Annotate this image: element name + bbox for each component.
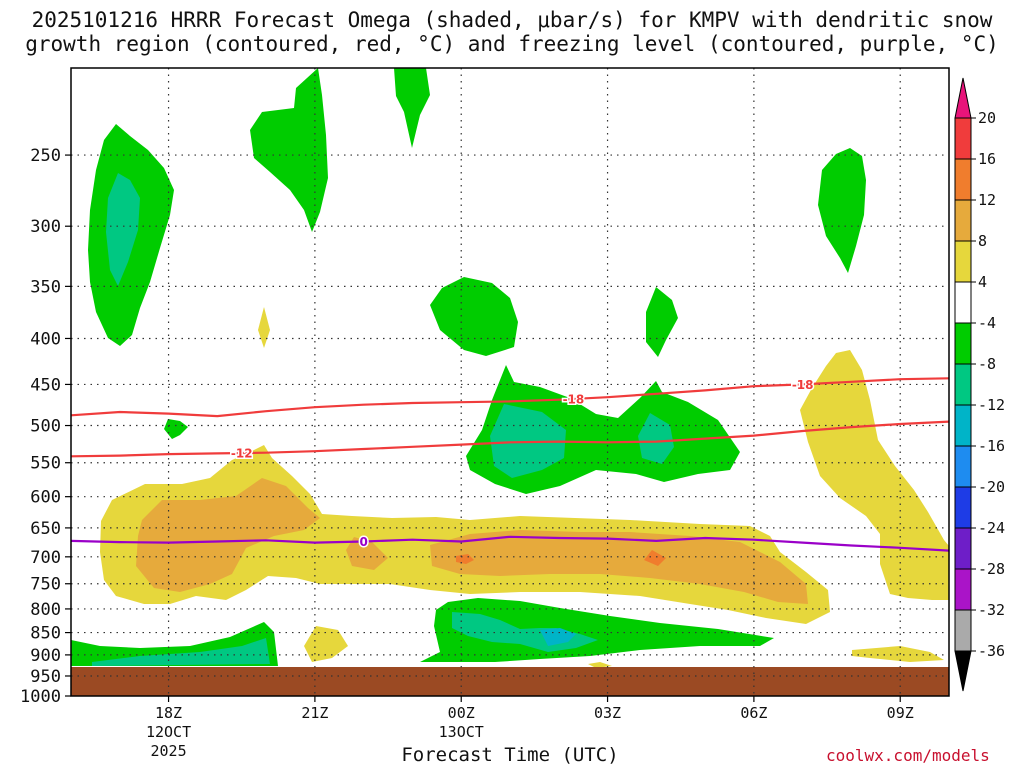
ytick-label-350: 350 (30, 277, 61, 297)
omega-yellow-03z-tiny (588, 662, 612, 668)
omega-darkorange-0430 (644, 550, 666, 566)
ytick-label-600: 600 (30, 488, 61, 508)
colorbar-label--8: -8 (978, 355, 996, 373)
ytick-label-950: 950 (30, 667, 61, 687)
contour-label--18-1: -18 (792, 378, 814, 392)
ytick-label-650: 650 (30, 519, 61, 539)
pressure-axis: 2503003504004505005506006507007508008509… (20, 146, 71, 707)
contour-lines: -18 -18 -12 0 (71, 376, 949, 552)
colorbar-label-12: 12 (978, 191, 996, 209)
colorbar-label--28: -28 (978, 560, 1005, 578)
chart-title-line-2: growth region (contoured, red, °C) and f… (25, 32, 999, 56)
xtick-label-03Z: 03Z (594, 704, 621, 722)
contour-label--12-0: -12 (231, 447, 253, 461)
colorbar-label--4: -4 (978, 314, 996, 332)
contour-dendritic--12 (71, 420, 949, 458)
xtick-label-06Z: 06Z (740, 704, 767, 722)
omega-green-0430-upper (646, 287, 678, 357)
ytick-label-450: 450 (30, 375, 61, 395)
colorbar-swatch-7 (954, 404, 972, 447)
xtick-date-18Z: 12OCT (146, 723, 191, 741)
omega-green-00z-upper (430, 277, 518, 356)
omega-green-18z-dot (164, 419, 188, 439)
colorbar-swatch-6 (954, 363, 972, 406)
omega-darkorange-2330 (456, 554, 474, 564)
colorbar-swatch-12 (954, 609, 972, 652)
colorbar-label-4: 4 (978, 273, 987, 291)
credit-link[interactable]: coolwx.com/models (826, 746, 990, 765)
chart-title-line-1: 2025101216 HRRR Forecast Omega (shaded, … (31, 8, 993, 32)
colorbar-swatch-8 (954, 445, 972, 488)
contour-label-0-0: 0 (359, 535, 367, 549)
ytick-label-550: 550 (30, 454, 61, 474)
ytick-label-400: 400 (30, 329, 61, 349)
contour-dendritic--18 (71, 377, 949, 418)
colorbar-swatch-9 (954, 486, 972, 529)
colorbar-label--24: -24 (978, 519, 1005, 537)
ytick-label-1000: 1000 (20, 687, 61, 707)
xtick-label-18Z: 18Z (155, 704, 182, 722)
plot-frame (70, 67, 950, 697)
colorbar-label-20: 20 (978, 109, 996, 127)
colorbar-swatch-0 (954, 117, 972, 160)
gridlines (71, 68, 949, 696)
colorbar-label-16: 16 (978, 150, 996, 168)
omega-green-08z-upper (818, 148, 866, 273)
ytick-label-800: 800 (30, 600, 61, 620)
omega-yellow-right (800, 350, 949, 600)
omega-cyan-01z-low (540, 628, 576, 646)
omega-orange-left (136, 478, 320, 592)
omega-green-2130-top (394, 68, 430, 148)
colorbar-swatch-5 (954, 322, 972, 365)
colorbar-label--12: -12 (978, 396, 1005, 414)
omega-yellow-21z-low (304, 626, 348, 662)
colorbar-label--32: -32 (978, 601, 1005, 619)
omega-shading (71, 68, 949, 668)
ytick-label-500: 500 (30, 417, 61, 437)
ytick-label-850: 850 (30, 624, 61, 644)
xtick-year-18Z: 2025 (150, 742, 186, 760)
omega-orange-center (430, 530, 808, 604)
omega-green-21z-top (250, 68, 328, 232)
colorbar-swatch-4 (954, 281, 972, 324)
omega-orange-2130 (346, 537, 388, 570)
ytick-label-750: 750 (30, 575, 61, 595)
xtick-date-00Z: 13OCT (439, 723, 484, 741)
colorbar-swatch-10 (954, 527, 972, 570)
colorbar-swatch-2 (954, 199, 972, 242)
x-axis-title: Forecast Time (UTC) (401, 744, 619, 766)
colorbar-bottom-arrow (954, 650, 972, 692)
omega-yellow-09z-low (852, 646, 944, 662)
colorbar-top-arrow (954, 77, 972, 119)
ytick-label-250: 250 (30, 146, 61, 166)
colorbar-swatch-11 (954, 568, 972, 611)
omega-teal-04z-mid (638, 413, 674, 464)
colorbar-label--20: -20 (978, 478, 1005, 496)
xtick-label-09Z: 09Z (887, 704, 914, 722)
colorbar-label--16: -16 (978, 437, 1005, 455)
omega-green-00z-03z-low (420, 598, 774, 662)
colorbar-swatch-1 (954, 158, 972, 201)
contour-freezing-level-0 (71, 535, 949, 552)
xtick-label-00Z: 00Z (448, 704, 475, 722)
colorbar-swatch-3 (954, 240, 972, 283)
contour-label--18-0: -18 (563, 392, 585, 406)
colorbar-label--36: -36 (978, 642, 1005, 660)
ytick-label-900: 900 (30, 646, 61, 666)
omega-teal-left-low (92, 638, 270, 666)
colorbar-label-8: 8 (978, 232, 987, 250)
omega-colorbar: 20 16 12 8 4 -4 -8 -12 -16 -20 -24 -28 -32 -36 (954, 77, 1005, 692)
xtick-label-21Z: 21Z (301, 704, 328, 722)
omega-teal-left-upper (106, 173, 140, 286)
ytick-label-300: 300 (30, 217, 61, 237)
omega-yellow-18z-tiny (258, 307, 270, 348)
ytick-label-700: 700 (30, 548, 61, 568)
ground-surface (71, 667, 949, 696)
